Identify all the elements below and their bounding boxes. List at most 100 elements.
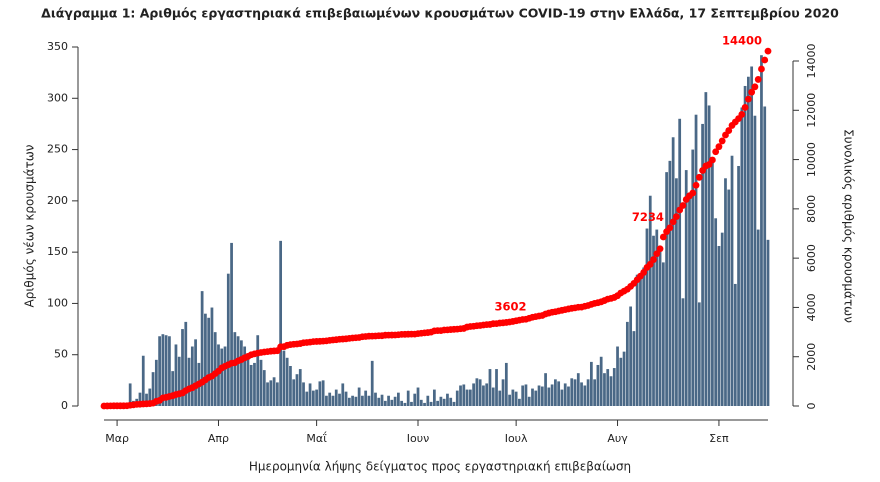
bar bbox=[537, 385, 541, 406]
bar bbox=[318, 381, 322, 406]
bar bbox=[449, 397, 453, 406]
bar bbox=[403, 402, 407, 406]
bar bbox=[321, 380, 325, 406]
bar bbox=[740, 107, 744, 406]
cumulative-point bbox=[715, 143, 723, 151]
bar bbox=[357, 387, 361, 406]
bar bbox=[397, 392, 400, 406]
y2-tick-label: 6000 bbox=[805, 244, 818, 272]
bar bbox=[724, 178, 727, 406]
bar bbox=[308, 383, 312, 406]
bar bbox=[217, 344, 220, 406]
bar bbox=[766, 239, 770, 406]
cumulative-point bbox=[751, 83, 759, 91]
bar bbox=[285, 357, 289, 406]
y-tick-label: 50 bbox=[54, 348, 68, 361]
cumulative-point bbox=[738, 111, 746, 118]
bar bbox=[488, 369, 492, 406]
cumulative-point bbox=[725, 127, 733, 134]
bar bbox=[374, 392, 377, 406]
cumulative-point bbox=[679, 202, 687, 209]
y-tick-label: 200 bbox=[47, 194, 68, 207]
x-tick-label: Μαΐ bbox=[306, 431, 327, 445]
bar bbox=[446, 393, 449, 406]
y-tick-label: 350 bbox=[47, 40, 68, 53]
bar bbox=[370, 360, 374, 406]
y-axis-label: Αριθμός νέων κρουσμάτων bbox=[23, 144, 37, 307]
cumulative-point bbox=[712, 148, 720, 156]
bar bbox=[619, 357, 623, 406]
bar bbox=[344, 391, 348, 406]
bar bbox=[684, 170, 688, 406]
bar bbox=[668, 160, 672, 406]
bar bbox=[632, 331, 636, 406]
bar bbox=[190, 346, 194, 406]
bar bbox=[593, 379, 597, 406]
bar bbox=[151, 372, 155, 406]
cumulative-point bbox=[718, 137, 726, 145]
cumulative-point bbox=[650, 256, 657, 263]
bar bbox=[665, 172, 668, 406]
y2-axis-label: Συνολικός αριθμός κρουσμάτων bbox=[842, 129, 856, 323]
bar bbox=[524, 384, 528, 406]
x-tick-label: Ιουν bbox=[407, 432, 429, 445]
bar bbox=[439, 396, 443, 406]
bar bbox=[639, 277, 642, 406]
bar bbox=[302, 382, 305, 406]
x-tick-label: Αυγ bbox=[607, 432, 628, 445]
bar bbox=[171, 371, 175, 406]
cumulative-point bbox=[646, 260, 654, 268]
bar bbox=[491, 387, 495, 406]
bar bbox=[714, 218, 718, 406]
bar bbox=[727, 189, 731, 406]
bar bbox=[730, 155, 734, 406]
bar bbox=[259, 359, 263, 406]
bar bbox=[347, 397, 351, 406]
bar bbox=[223, 346, 227, 406]
bar bbox=[606, 369, 610, 406]
bar bbox=[616, 346, 619, 406]
cumulative-point bbox=[673, 213, 680, 221]
bar bbox=[694, 114, 698, 406]
bar bbox=[383, 400, 387, 406]
bar bbox=[289, 365, 292, 406]
bar bbox=[704, 92, 708, 406]
chart-title: Διάγραμμα 1: Αριθμός εργαστηριακά επιβεβ… bbox=[41, 6, 839, 21]
bar bbox=[367, 395, 371, 406]
bar bbox=[645, 228, 649, 406]
bar bbox=[249, 364, 253, 406]
bar bbox=[141, 355, 145, 406]
bar bbox=[361, 395, 364, 406]
cumulative-point bbox=[656, 245, 664, 253]
bar bbox=[220, 348, 224, 406]
bar bbox=[554, 379, 557, 406]
bar bbox=[213, 332, 217, 406]
bar bbox=[181, 329, 184, 406]
bar bbox=[580, 382, 583, 406]
bar bbox=[207, 317, 211, 406]
cumulative-point bbox=[669, 218, 677, 226]
bar bbox=[521, 385, 525, 406]
x-tick-label: Σεπ bbox=[709, 432, 729, 445]
bar bbox=[334, 389, 338, 406]
bar bbox=[393, 396, 397, 406]
bar bbox=[230, 242, 233, 406]
bar bbox=[763, 106, 767, 407]
bar bbox=[184, 321, 188, 406]
bar bbox=[472, 383, 475, 406]
bar bbox=[338, 393, 341, 406]
x-tick-label: Ιουλ bbox=[505, 432, 528, 445]
bar bbox=[478, 379, 482, 406]
bar bbox=[455, 390, 459, 406]
bar bbox=[707, 105, 711, 407]
bar bbox=[540, 386, 544, 406]
cumulative-point bbox=[744, 95, 752, 103]
bar bbox=[583, 385, 587, 406]
bar bbox=[377, 397, 381, 406]
cumulative-point bbox=[708, 156, 716, 164]
bar bbox=[570, 378, 574, 406]
bar bbox=[622, 351, 626, 406]
bar bbox=[531, 388, 534, 406]
bar bbox=[275, 382, 279, 406]
